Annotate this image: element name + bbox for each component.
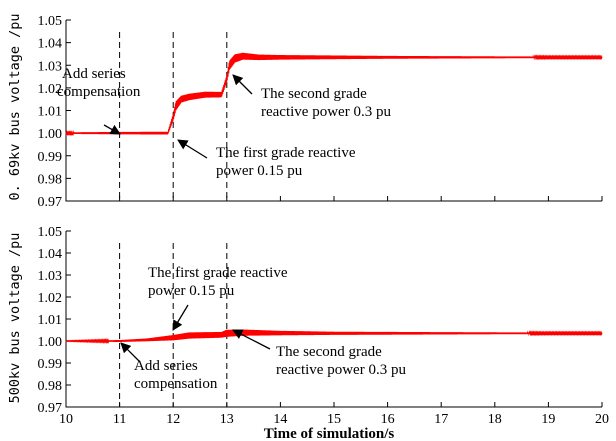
annotation-arrow xyxy=(172,304,189,331)
annotation-arrow xyxy=(103,124,121,135)
y-tick-label: 0.99 xyxy=(38,357,63,372)
y-tick-label: 0.97 xyxy=(38,401,63,416)
voltage-series-line xyxy=(65,52,603,137)
x-tick-label: 19 xyxy=(541,412,555,427)
annotation-text: The second grade xyxy=(261,86,367,102)
y-tick-label: 0.98 xyxy=(38,379,63,394)
annotation-arrow xyxy=(177,139,208,159)
annotation-text: Add series xyxy=(134,358,198,374)
annotation-text: reactive power 0.3 pu xyxy=(261,104,391,120)
y-tick-label: 1.03 xyxy=(38,59,63,74)
y-tick-label: 0.99 xyxy=(38,150,63,165)
y-tick-label: 1.04 xyxy=(38,37,63,52)
x-tick-label: 10 xyxy=(59,412,73,427)
x-tick-label: 17 xyxy=(434,412,448,427)
y-tick-label: 1.02 xyxy=(38,291,63,306)
annotation-arrow xyxy=(120,342,141,363)
annotation-text: power 0.15 pu xyxy=(216,163,303,179)
annotation-arrow xyxy=(232,329,271,350)
annotation-text: reactive power 0.3 pu xyxy=(276,362,406,378)
annotation-arrow xyxy=(232,74,253,95)
annotation-text: The first grade reactive xyxy=(216,145,356,161)
y-tick-label: 0.97 xyxy=(38,195,63,210)
y-tick-label: 1.01 xyxy=(38,105,63,120)
annotation-text: The first grade reactive xyxy=(148,265,288,281)
x-tick-label: 18 xyxy=(488,412,502,427)
x-tick-label: 16 xyxy=(381,412,395,427)
x-tick-label: 20 xyxy=(595,412,609,427)
x-tick-label: 14 xyxy=(273,412,287,427)
annotation-text: compensation xyxy=(57,84,141,100)
bottom-panel-500kv: 500kv bus voltage /pu 0.97 0.98 0.99 1.00 1.… xyxy=(7,225,609,427)
y-tick-label: 1.05 xyxy=(38,14,63,29)
x-tick-label: 11 xyxy=(113,412,126,427)
y-tick-label: 1.02 xyxy=(38,82,63,97)
top-y-axis-label: 0. 69kv bus voltage /pu xyxy=(7,14,23,201)
y-tick-label: 1.00 xyxy=(38,335,63,350)
x-tick-label: 13 xyxy=(220,412,234,427)
annotation-text: power 0.15 pu xyxy=(148,283,235,299)
annotation-text: Add series xyxy=(62,66,126,82)
x-tick-label: 15 xyxy=(327,412,341,427)
voltage-series-line xyxy=(65,329,603,344)
top-panel-069kv: 0. 69kv bus voltage /pu 0.97 0.98 0.99 1.00… xyxy=(7,14,603,210)
bottom-y-axis-label: 500kv bus voltage /pu xyxy=(7,233,23,404)
annotation-text: compensation xyxy=(134,376,218,392)
x-tick-label: 12 xyxy=(166,412,180,427)
y-tick-label: 1.04 xyxy=(38,247,63,262)
y-tick-label: 1.05 xyxy=(38,225,63,240)
annotation-text: The second grade xyxy=(276,344,382,360)
y-tick-label: 1.00 xyxy=(38,127,63,142)
y-tick-label: 1.01 xyxy=(38,313,63,328)
x-axis-label: Time of simulation/s xyxy=(264,426,395,441)
y-tick-label: 1.03 xyxy=(38,269,63,284)
y-tick-label: 0.98 xyxy=(38,172,63,187)
